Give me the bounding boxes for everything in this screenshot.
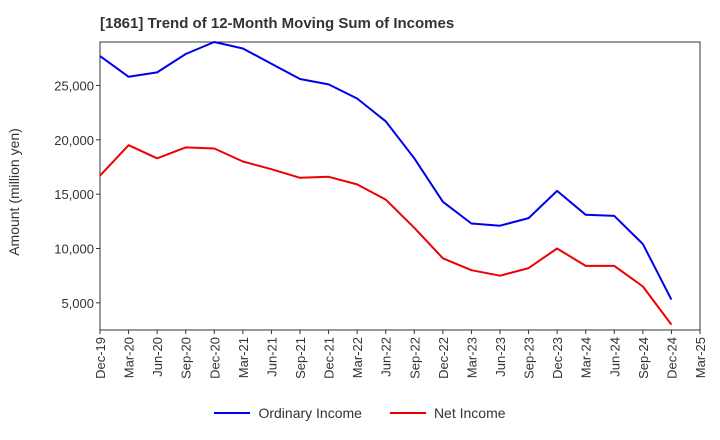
x-tick-label: Mar-25	[693, 337, 708, 378]
x-tick-label: Sep-23	[522, 337, 537, 379]
x-tick-label: Sep-22	[407, 337, 422, 379]
x-tick-label: Dec-24	[664, 337, 679, 379]
legend-swatch-ordinary-income	[214, 412, 251, 414]
tick-labels: 5,000 10,000 15,000 20,000 25,000 Dec-19 Mar-2…	[54, 78, 708, 378]
x-tick-label: Sep-21	[293, 337, 308, 379]
x-tick-label: Jun-24	[607, 337, 622, 377]
x-tick-label: Jun-21	[264, 337, 279, 377]
x-tick-label: Mar-22	[350, 337, 365, 378]
axes	[96, 41, 701, 334]
x-tick-label: Mar-23	[464, 337, 479, 378]
y-tick-label: 5,000	[61, 296, 94, 311]
legend-label-net-income: Net Income	[433, 405, 506, 421]
x-tick-label: Jun-22	[379, 337, 394, 377]
x-tick-label: Mar-20	[122, 337, 137, 378]
x-tick-label: Dec-22	[436, 337, 451, 379]
x-tick-label: Sep-24	[636, 337, 651, 379]
y-tick-label: 10,000	[54, 241, 94, 256]
series-line-net-income	[99, 144, 673, 326]
y-tick-label: 15,000	[54, 187, 94, 202]
x-tick-label: Dec-21	[322, 337, 337, 379]
y-axis-label: Amount (million yen)	[6, 128, 22, 256]
legend-swatch-net-income	[389, 412, 426, 414]
x-tick-label: Jun-20	[150, 337, 165, 377]
y-tick-label: 20,000	[54, 133, 94, 148]
legend-item-net-income: Net Income	[389, 405, 506, 421]
x-tick-label: Mar-24	[579, 337, 594, 378]
legend-label-ordinary-income: Ordinary Income	[258, 405, 362, 421]
plot-frame	[99, 41, 701, 331]
legend-item-ordinary-income: Ordinary Income	[214, 405, 362, 421]
series-line-ordinary-income	[99, 41, 673, 301]
x-tick-label: Jun-23	[493, 337, 508, 377]
x-tick-label: Dec-20	[207, 337, 222, 379]
x-tick-label: Dec-23	[550, 337, 565, 379]
chart-title: [1861] Trend of 12-Month Moving Sum of I…	[100, 15, 455, 32]
x-tick-label: Mar-21	[236, 337, 251, 378]
x-tick-label: Sep-20	[179, 337, 194, 379]
y-tick-label: 25,000	[54, 78, 94, 93]
series	[99, 41, 673, 326]
x-tick-label: Dec-19	[93, 337, 108, 379]
legend: Ordinary Income Net Income	[0, 405, 720, 421]
